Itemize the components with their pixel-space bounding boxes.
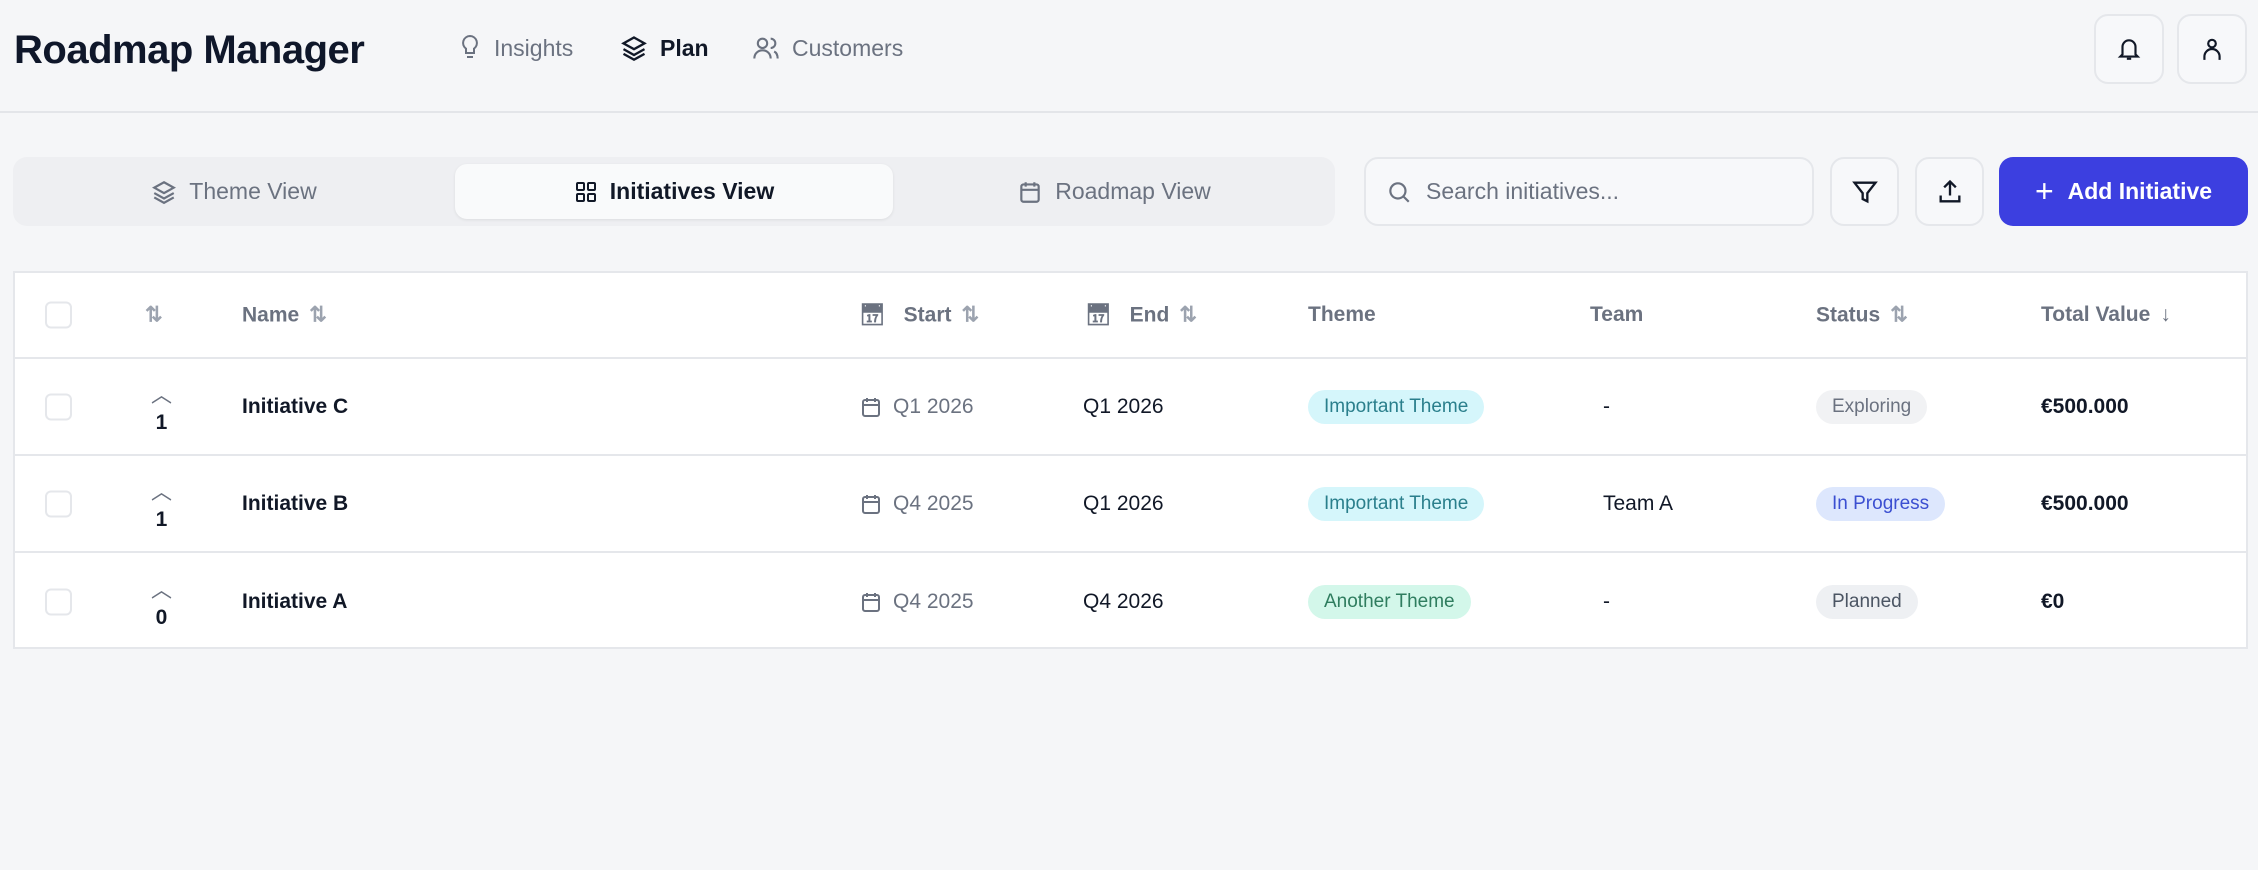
column-team: Team bbox=[1590, 303, 1644, 326]
sort-icon: ⇅ bbox=[1179, 303, 1197, 327]
profile-button[interactable] bbox=[2177, 14, 2247, 84]
start-date-value: Q4 2025 bbox=[893, 589, 974, 613]
total-value: €0 bbox=[2041, 589, 2065, 613]
theme-badge: Important Theme bbox=[1308, 389, 1485, 424]
tab-label: Theme View bbox=[189, 178, 317, 204]
initiatives-table: ⇅ Name ⇅ 📅︎ Start ⇅ 📅︎ End ⇅ Theme Team Statu… bbox=[13, 271, 2248, 649]
search-icon bbox=[1389, 181, 1410, 203]
upvote-button[interactable]: ︿ bbox=[151, 383, 172, 407]
user-icon bbox=[2203, 38, 2221, 60]
bell-icon bbox=[2117, 39, 2141, 60]
table-row[interactable]: ︿ 0 Initiative A Q4 2025 Q4 2026 Another … bbox=[15, 553, 2246, 650]
notifications-button[interactable] bbox=[2094, 14, 2164, 84]
plus-icon: + bbox=[2034, 173, 2054, 209]
calendar-icon: 📅︎ bbox=[1085, 303, 1112, 326]
tab-label: Initiatives View bbox=[609, 178, 775, 204]
sort-icon: ⇅ bbox=[1890, 303, 1908, 327]
layers-icon bbox=[152, 180, 177, 204]
tab-roadmap-view[interactable]: Roadmap View bbox=[893, 164, 1335, 219]
select-all-checkbox[interactable] bbox=[45, 301, 72, 329]
calendar-icon: 📅︎ bbox=[859, 303, 886, 326]
initiative-name[interactable]: Initiative B bbox=[242, 491, 349, 515]
sort-icon: ⇅ bbox=[145, 303, 163, 327]
column-end-label: End bbox=[1129, 303, 1170, 326]
lightbulb-icon bbox=[462, 34, 478, 58]
app-title: Roadmap Manager bbox=[14, 28, 365, 72]
team: - bbox=[1603, 394, 1610, 418]
start-date-value: Q1 2026 bbox=[893, 394, 974, 418]
nav-customers-label: Customers bbox=[792, 34, 904, 61]
calendar-icon bbox=[1020, 181, 1040, 203]
column-start-label: Start bbox=[903, 303, 952, 326]
total-value: €500.000 bbox=[2041, 394, 2129, 418]
sort-icon: ⇅ bbox=[309, 303, 327, 327]
column-total-label: Total Value bbox=[2041, 303, 2151, 326]
total-value: €500.000 bbox=[2041, 491, 2129, 515]
search-box[interactable] bbox=[1364, 157, 1814, 226]
nav-plan[interactable]: Plan bbox=[620, 34, 709, 62]
row-checkbox[interactable] bbox=[45, 588, 72, 615]
tab-initiatives-view[interactable]: Initiatives View bbox=[455, 164, 893, 219]
initiative-name[interactable]: Initiative A bbox=[242, 589, 348, 613]
export-button[interactable] bbox=[1915, 157, 1984, 226]
sort-desc-icon: ↓ bbox=[2160, 303, 2171, 326]
sort-votes-button[interactable]: ⇅ bbox=[145, 303, 163, 328]
tab-theme-view[interactable]: Theme View bbox=[13, 164, 455, 219]
vote-count: 0 bbox=[155, 605, 168, 629]
nav-insights[interactable]: Insights bbox=[458, 34, 573, 62]
layers-icon bbox=[621, 36, 647, 62]
add-initiative-label: Add Initiative bbox=[2067, 178, 2213, 204]
start-date[interactable]: Q1 2026 bbox=[859, 395, 974, 419]
status-badge[interactable]: In Progress bbox=[1816, 486, 1946, 521]
team: Team A bbox=[1603, 491, 1674, 515]
table-row[interactable]: ︿ 1 Initiative C Q1 2026 Q1 2026 Importan… bbox=[15, 359, 2246, 456]
end-date[interactable]: Q1 2026 bbox=[1083, 394, 1164, 418]
start-date[interactable]: Q4 2025 bbox=[859, 492, 974, 516]
users-icon bbox=[753, 37, 779, 59]
tab-label: Roadmap View bbox=[1055, 178, 1211, 204]
row-checkbox[interactable] bbox=[45, 490, 72, 517]
status-badge[interactable]: Planned bbox=[1816, 584, 1918, 619]
calendar-icon bbox=[862, 592, 880, 612]
table-header: ⇅ Name ⇅ 📅︎ Start ⇅ 📅︎ End ⇅ Theme Team Statu… bbox=[15, 273, 2246, 359]
column-start[interactable]: 📅︎ Start ⇅ bbox=[859, 303, 979, 328]
calendar-icon bbox=[862, 397, 880, 417]
column-name[interactable]: Name ⇅ bbox=[242, 303, 327, 328]
column-status[interactable]: Status ⇅ bbox=[1816, 303, 1908, 328]
theme-badge: Important Theme bbox=[1308, 486, 1485, 521]
upvote-button[interactable]: ︿ bbox=[151, 578, 172, 602]
table-row[interactable]: ︿ 1 Initiative B Q4 2025 Q1 2026 Importan… bbox=[15, 456, 2246, 553]
add-initiative-button[interactable]: + Add Initiative bbox=[1999, 157, 2248, 226]
theme-badge: Another Theme bbox=[1308, 584, 1471, 619]
end-date[interactable]: Q4 2026 bbox=[1083, 589, 1164, 613]
nav-customers[interactable]: Customers bbox=[752, 34, 903, 62]
column-status-label: Status bbox=[1816, 303, 1881, 326]
initiative-name[interactable]: Initiative C bbox=[242, 394, 349, 418]
nav-plan-label: Plan bbox=[660, 34, 709, 61]
upvote-button[interactable]: ︿ bbox=[151, 480, 172, 504]
app-header: Roadmap Manager Insights Plan Customers bbox=[0, 0, 2258, 113]
nav-insights-label: Insights bbox=[494, 34, 574, 61]
sort-icon: ⇅ bbox=[961, 303, 980, 327]
calendar-icon bbox=[862, 494, 880, 514]
column-name-label: Name bbox=[242, 303, 300, 326]
column-theme: Theme bbox=[1308, 303, 1376, 326]
end-date[interactable]: Q1 2026 bbox=[1083, 491, 1164, 515]
start-date-value: Q4 2025 bbox=[893, 491, 974, 515]
column-end[interactable]: 📅︎ End ⇅ bbox=[1085, 303, 1197, 328]
column-total-value[interactable]: Total Value ↓ bbox=[2041, 303, 2171, 327]
team: - bbox=[1603, 589, 1610, 613]
view-switcher: Theme View Initiatives View Roadmap View bbox=[13, 157, 1335, 226]
filter-button[interactable] bbox=[1830, 157, 1899, 226]
vote-count: 1 bbox=[155, 410, 168, 434]
grid-icon bbox=[575, 181, 596, 202]
vote-count: 1 bbox=[155, 507, 168, 531]
upload-icon bbox=[1939, 179, 1960, 202]
row-checkbox[interactable] bbox=[45, 393, 72, 420]
start-date[interactable]: Q4 2025 bbox=[859, 590, 974, 614]
filter-icon bbox=[1851, 181, 1878, 203]
status-badge[interactable]: Exploring bbox=[1816, 389, 1928, 424]
search-input[interactable] bbox=[1426, 178, 1806, 205]
